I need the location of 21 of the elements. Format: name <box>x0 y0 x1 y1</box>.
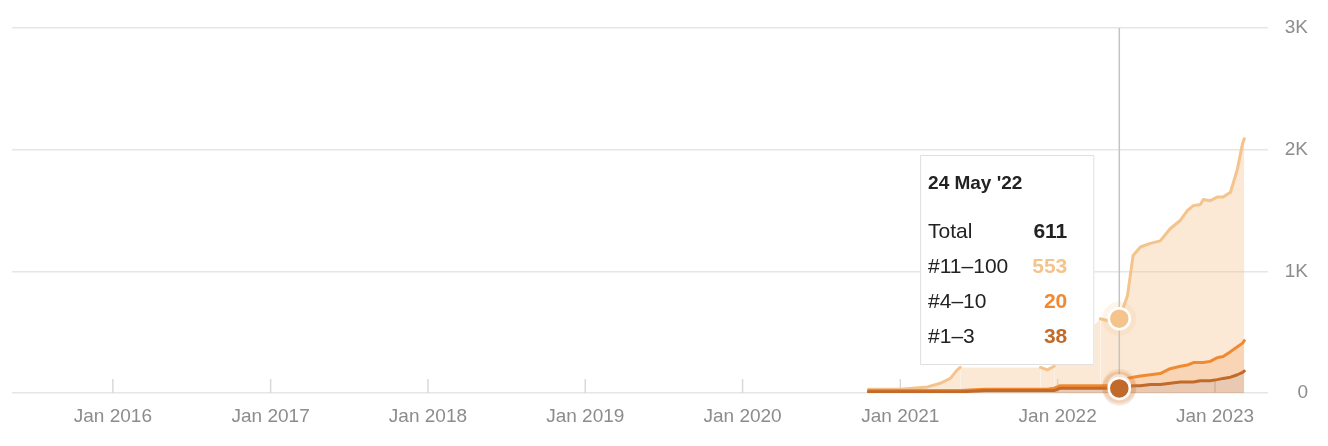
annotation: Total <box>928 218 973 242</box>
x-tick-label: Jan 2022 <box>1018 404 1097 426</box>
x-tick-label: Jan 2020 <box>703 404 782 426</box>
annotation: 611 <box>1033 218 1068 242</box>
annotation: 38 <box>1043 323 1068 347</box>
y-tick-label: 2K <box>1284 137 1309 159</box>
y-tick-label: 1K <box>1284 259 1309 281</box>
x-tick-label: Jan 2018 <box>388 404 468 426</box>
y-tick-label: 0 <box>1297 381 1308 403</box>
x-tick-label: Jan 2016 <box>73 404 152 426</box>
x-tick-label: Jan 2019 <box>546 404 625 426</box>
annotation: 20 <box>1043 288 1068 312</box>
annotation: #4–10 <box>928 288 987 312</box>
annotation: 553 <box>1032 253 1068 277</box>
y-tick-label: 3K <box>1284 16 1309 38</box>
x-tick-label: Jan 2023 <box>1175 404 1255 426</box>
annotation: 24 May '22 <box>928 172 1023 194</box>
x-tick-label: Jan 2021 <box>861 404 940 426</box>
annotation: #1–3 <box>928 323 975 347</box>
x-tick-label: Jan 2017 <box>231 404 310 426</box>
annotation: #11–100 <box>928 253 1009 277</box>
